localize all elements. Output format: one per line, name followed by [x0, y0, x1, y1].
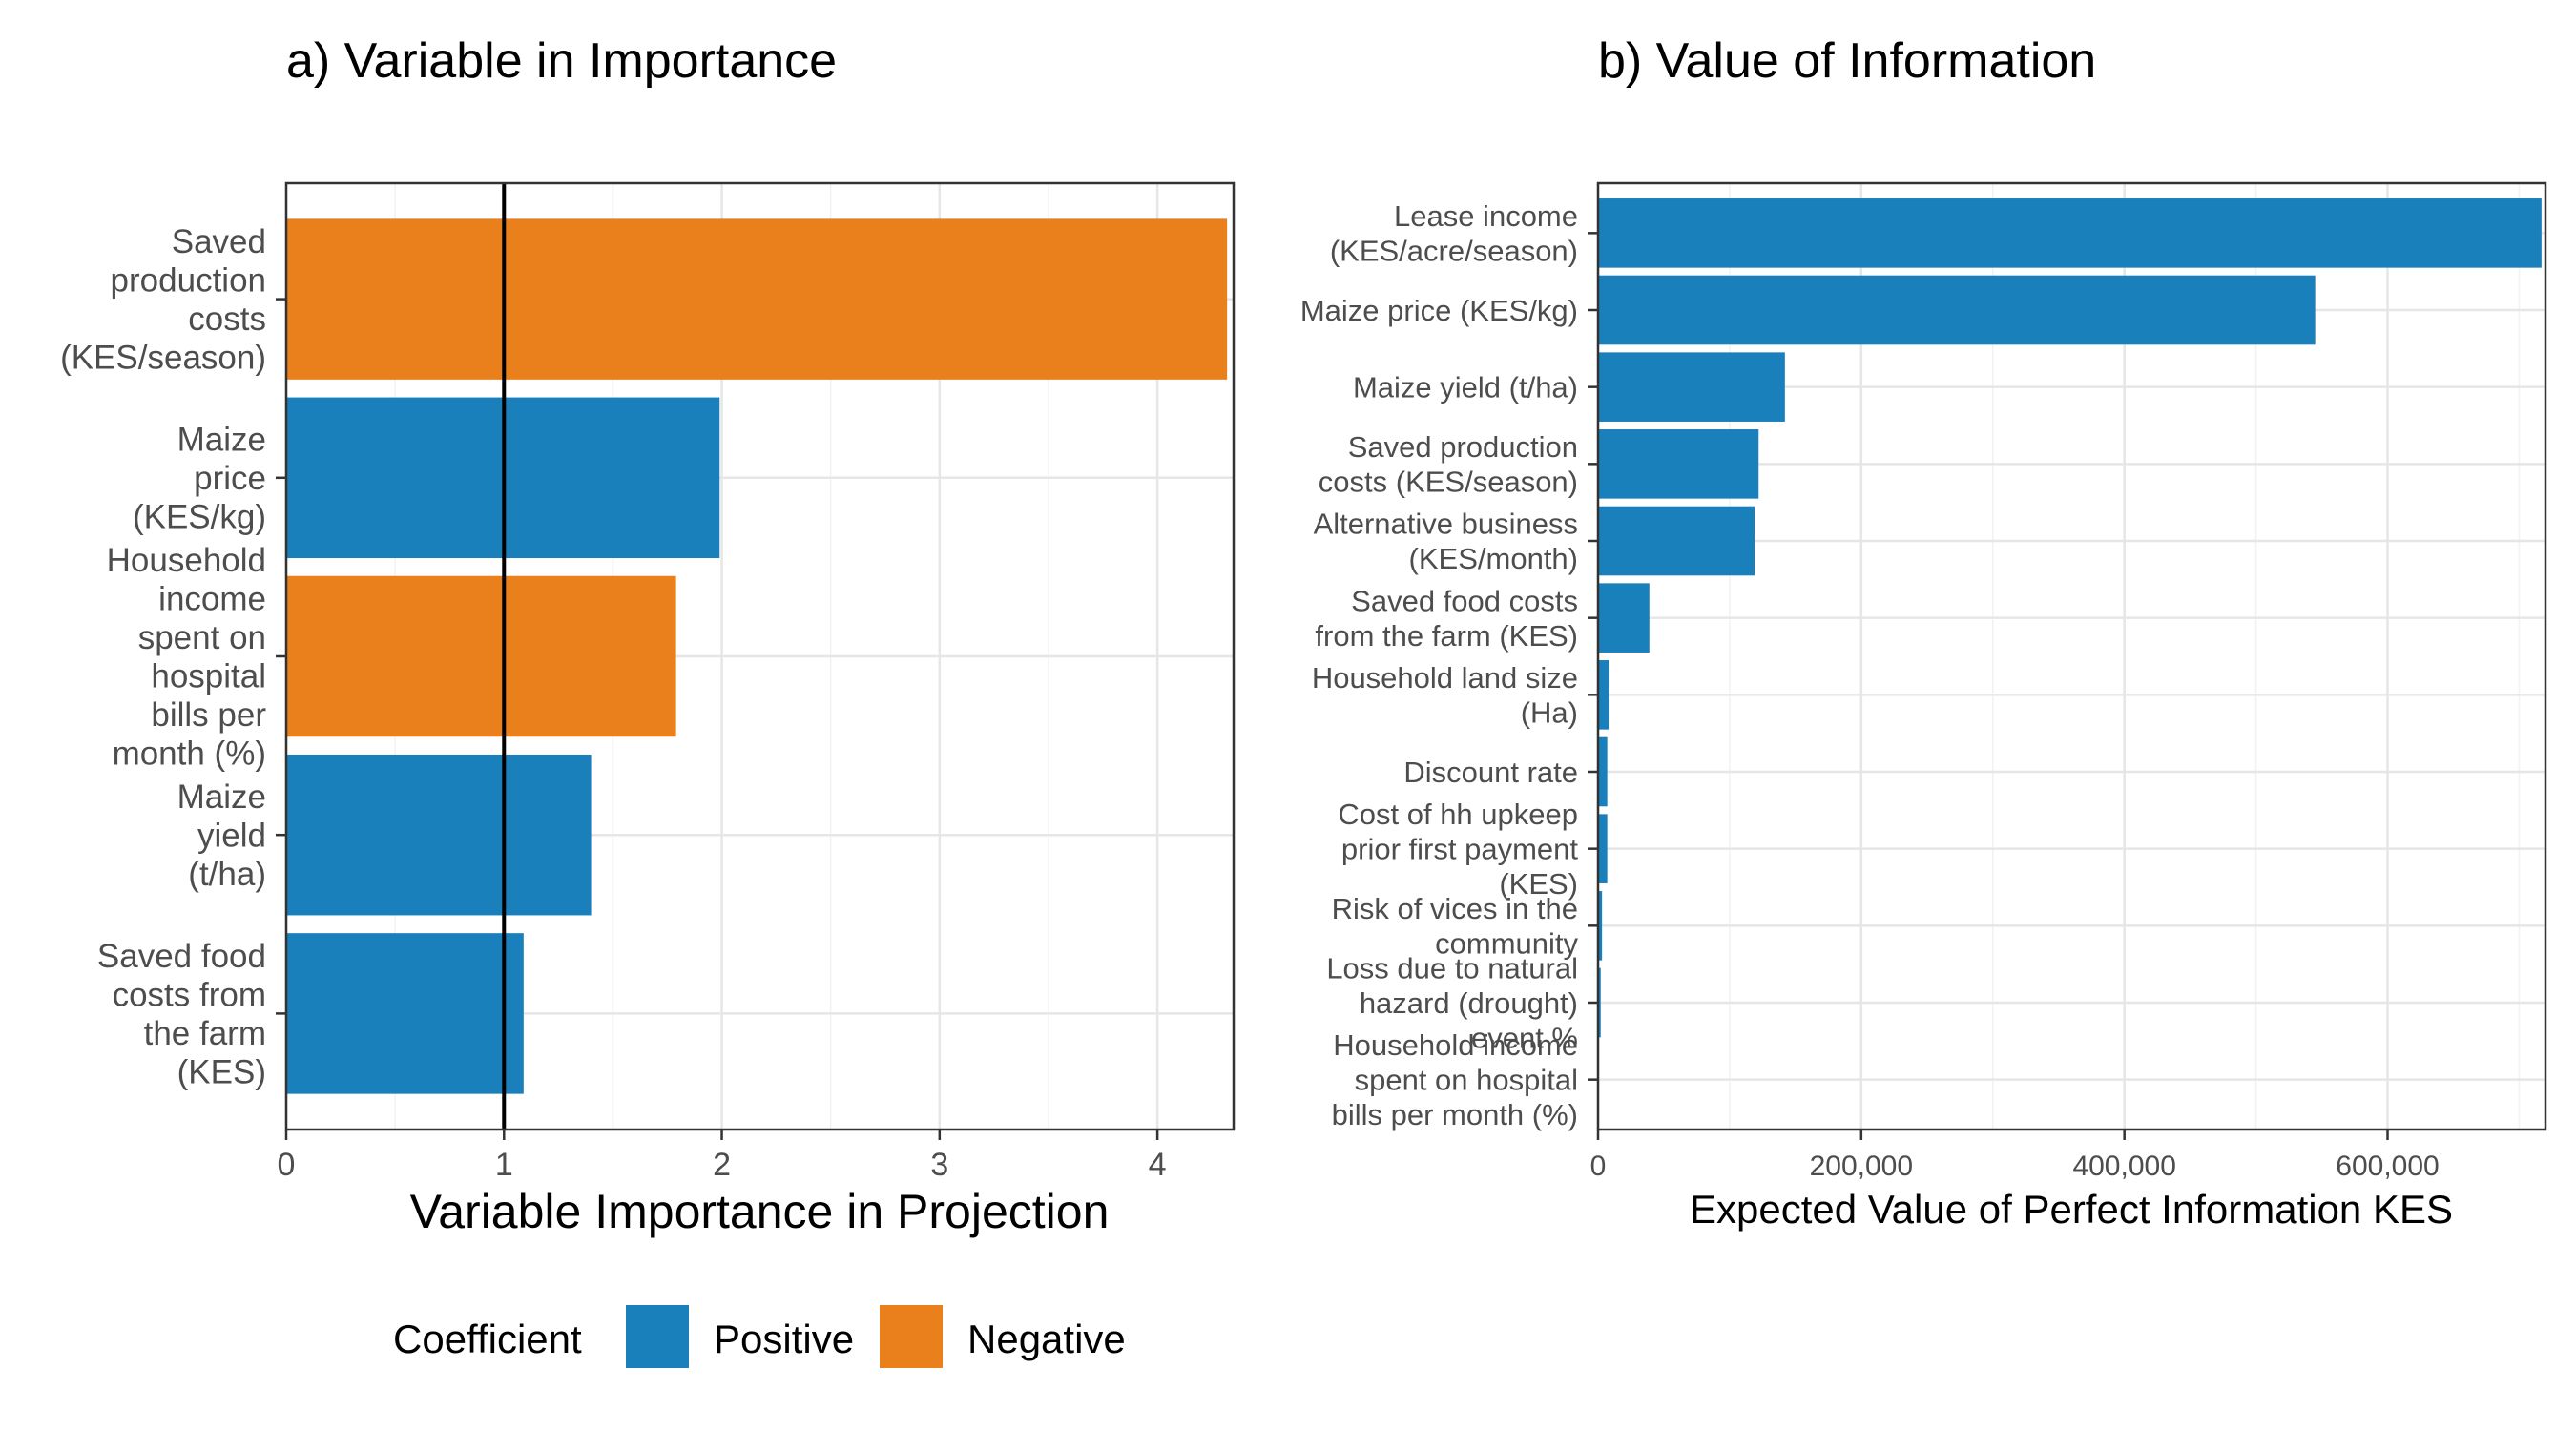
y-tick-label: costs from: [113, 976, 266, 1013]
y-tick-label: Household income: [1333, 1028, 1578, 1062]
y-tick-label: hospital: [151, 658, 266, 695]
x-tick-label: 3: [930, 1147, 948, 1183]
x-tick-label: 400,000: [2072, 1151, 2175, 1182]
bar: [286, 754, 592, 916]
y-tick-label: Loss due to natural: [1326, 951, 1578, 985]
y-tick-label: (KES): [1499, 867, 1578, 901]
bar: [286, 218, 1228, 380]
legend-swatch-negative: [880, 1305, 943, 1368]
y-tick-label: event %: [1471, 1021, 1578, 1054]
legend-title: Coefficient: [393, 1317, 582, 1361]
y-tick-label: community: [1435, 926, 1578, 960]
legend-label-positive: Positive: [714, 1317, 854, 1361]
bar: [1598, 352, 1785, 422]
y-tick-label: bills per: [151, 696, 266, 734]
y-tick-label: month (%): [113, 736, 266, 773]
y-tick-label: Saved food: [97, 938, 266, 975]
y-tick-label: (KES): [177, 1053, 266, 1090]
y-tick-label: price: [194, 460, 266, 497]
x-tick-label: 0: [278, 1147, 296, 1183]
y-tick-label: spent on hospital: [1355, 1064, 1578, 1097]
y-tick-label: (t/ha): [188, 856, 266, 893]
y-tick-label: Saved production: [1348, 430, 1578, 464]
y-tick-label: (KES/month): [1409, 542, 1578, 575]
legend: Coefficient Positive Negative: [393, 1305, 1126, 1368]
panel-b-x-axis-label: Expected Value of Perfect Information KE…: [1690, 1187, 2453, 1232]
x-tick-label: 200,000: [1810, 1151, 1913, 1182]
x-tick-label: 2: [713, 1147, 731, 1183]
panel-a-bars: [286, 218, 1228, 1094]
panel-b-plot-border: [1596, 181, 2547, 1131]
y-tick-label: (KES/season): [60, 340, 266, 377]
y-tick-label: (Ha): [1521, 695, 1578, 729]
y-tick-label: prior first payment: [1341, 833, 1578, 866]
y-tick-label: hazard (drought): [1360, 986, 1578, 1020]
y-tick-label: spent on: [138, 619, 266, 656]
bar: [1598, 506, 1755, 576]
y-tick-label: (KES/kg): [133, 499, 266, 536]
x-tick-label: 4: [1149, 1147, 1167, 1183]
y-tick-label: yield: [197, 817, 266, 854]
panel-a-x-axis: 0 1 2 3 4: [278, 1130, 1167, 1183]
y-tick-label: Risk of vices in the: [1332, 892, 1578, 925]
y-tick-label: bills per month (%): [1332, 1098, 1578, 1131]
y-tick-label: Cost of hh upkeep: [1338, 798, 1578, 831]
y-tick-label: Household: [107, 542, 266, 579]
y-tick-label: (KES/acre/season): [1330, 234, 1578, 267]
panel-a: a) Variable in Importance Savedproductio…: [60, 33, 1236, 1238]
y-tick-label: production: [111, 262, 266, 300]
y-tick-label: the farm: [144, 1015, 266, 1052]
y-tick-label: Maize: [177, 422, 266, 459]
y-tick-label: income: [158, 581, 266, 618]
bar: [1598, 814, 1608, 883]
panel-a-x-axis-label: Variable Importance in Projection: [410, 1185, 1110, 1238]
panel-b-bars: [1598, 198, 2542, 1038]
bar: [286, 933, 524, 1094]
bar: [1598, 429, 1759, 499]
bar: [286, 575, 676, 737]
y-tick-label: Maize price (KES/kg): [1300, 294, 1578, 327]
y-tick-label: Household land size: [1312, 661, 1578, 695]
panel-a-y-axis: Savedproductioncosts(KES/season)Maizepri…: [60, 223, 286, 1090]
legend-swatch-positive: [626, 1305, 689, 1368]
bar: [1598, 660, 1610, 730]
bar: [1598, 967, 1601, 1038]
bar: [1598, 583, 1650, 653]
y-tick-label: from the farm (KES): [1315, 619, 1578, 653]
bar: [1598, 198, 2542, 268]
panel-b: b) Value of Information Lease income(KES…: [1300, 33, 2547, 1232]
y-tick-label: costs: [188, 301, 266, 338]
x-tick-label: 600,000: [2336, 1151, 2439, 1182]
panel-b-title: b) Value of Information: [1598, 33, 2096, 89]
y-tick-label: Maize yield (t/ha): [1353, 371, 1578, 404]
panel-b-x-axis: 0 200,000 400,000 600,000: [1590, 1130, 2440, 1182]
y-tick-label: Saved food costs: [1351, 584, 1578, 617]
y-tick-label: Maize: [177, 778, 266, 816]
bar: [1598, 275, 2316, 345]
y-tick-label: Saved: [172, 223, 266, 260]
legend-label-negative: Negative: [967, 1317, 1126, 1361]
x-tick-label: 0: [1590, 1151, 1607, 1182]
panel-b-y-axis: Lease income(KES/acre/season) Maize price…: [1300, 199, 1598, 1131]
bar: [1598, 736, 1608, 807]
y-tick-label: Lease income: [1394, 199, 1578, 233]
y-tick-label: costs (KES/season): [1319, 465, 1578, 498]
bar: [1598, 891, 1603, 961]
panel-a-title: a) Variable in Importance: [286, 33, 837, 89]
y-tick-label: Alternative business: [1314, 508, 1578, 541]
y-tick-label: Discount rate: [1403, 756, 1578, 789]
x-tick-label: 1: [495, 1147, 513, 1183]
